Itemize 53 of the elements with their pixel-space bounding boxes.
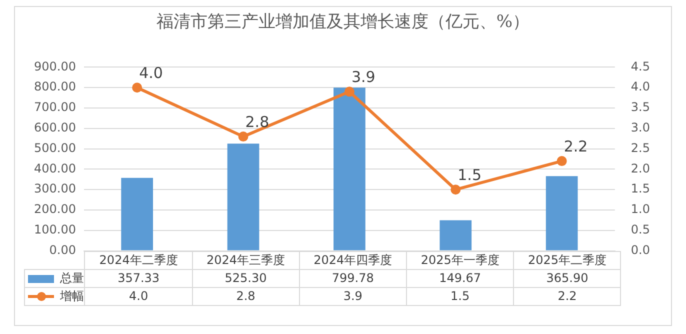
y-tick-label: 500.00 xyxy=(34,140,76,155)
y2-tick-label: 4.5 xyxy=(630,59,650,74)
data-label: 4.0 xyxy=(84,287,192,306)
y2-tick-label: 3.5 xyxy=(630,100,650,114)
data-label: 3.9 xyxy=(299,287,406,306)
data-label: 357.33 xyxy=(84,269,192,288)
point xyxy=(344,86,354,97)
y-tick-label: 100.00 xyxy=(34,222,76,237)
y2-tick-label: 2.5 xyxy=(630,140,650,155)
y2-tick-label: 3.0 xyxy=(630,120,650,135)
chart-title: 福清市第三产业增加值及其增长速度（亿元、%） xyxy=(155,11,531,33)
point xyxy=(238,132,248,142)
point xyxy=(450,184,461,195)
point xyxy=(132,82,142,93)
data-label: 525.30 xyxy=(192,269,300,288)
x-tick-label: 2024年三季度 xyxy=(192,251,300,270)
x-tick-label: 2025年二季度 xyxy=(514,251,621,270)
text: 3.9 xyxy=(351,68,376,86)
y-tick-label: 0.00 xyxy=(49,242,76,257)
data-label: 799.78 xyxy=(299,269,406,288)
y-tick-label: 600.00 xyxy=(34,120,76,135)
bar xyxy=(121,178,154,250)
bar xyxy=(440,220,472,250)
y2-tick-label: 2.0 xyxy=(630,161,650,176)
data-label: 149.67 xyxy=(406,269,514,288)
data-label: 1.5 xyxy=(406,287,514,306)
y-tick-label: 400.00 xyxy=(34,161,76,176)
x-tick-label: 2024年四季度 xyxy=(299,251,406,270)
text: 4.0 xyxy=(139,64,163,82)
legend-label: 增幅 xyxy=(24,287,85,306)
y-tick-label: 800.00 xyxy=(34,80,76,94)
y2-tick-label: 0.0 xyxy=(630,242,650,257)
x-tick-label: 2025年一季度 xyxy=(406,251,514,270)
data-label: 365.90 xyxy=(514,269,621,288)
y2-tick-label: 4.0 xyxy=(630,80,650,94)
data-label: 2.8 xyxy=(192,287,300,306)
data-label: 2.2 xyxy=(514,287,621,306)
text: 2.8 xyxy=(245,112,270,131)
x-tick-label: 2024年二季度 xyxy=(84,251,192,270)
bar xyxy=(546,176,578,250)
text: 2.2 xyxy=(564,137,588,156)
y2-tick-label: 1.5 xyxy=(630,182,650,196)
bar xyxy=(334,88,366,250)
y-tick-label: 200.00 xyxy=(34,202,76,216)
legend-label: 总量 xyxy=(24,269,85,288)
point xyxy=(556,156,567,166)
y2-tick-label: 0.5 xyxy=(630,222,650,237)
y-tick-label: 700.00 xyxy=(34,100,76,114)
text: 1.5 xyxy=(458,166,482,184)
y-tick-label: 900.00 xyxy=(34,59,76,74)
y2-tick-label: 1.0 xyxy=(630,202,650,216)
bar xyxy=(227,144,260,250)
y-tick-label: 300.00 xyxy=(34,182,76,196)
